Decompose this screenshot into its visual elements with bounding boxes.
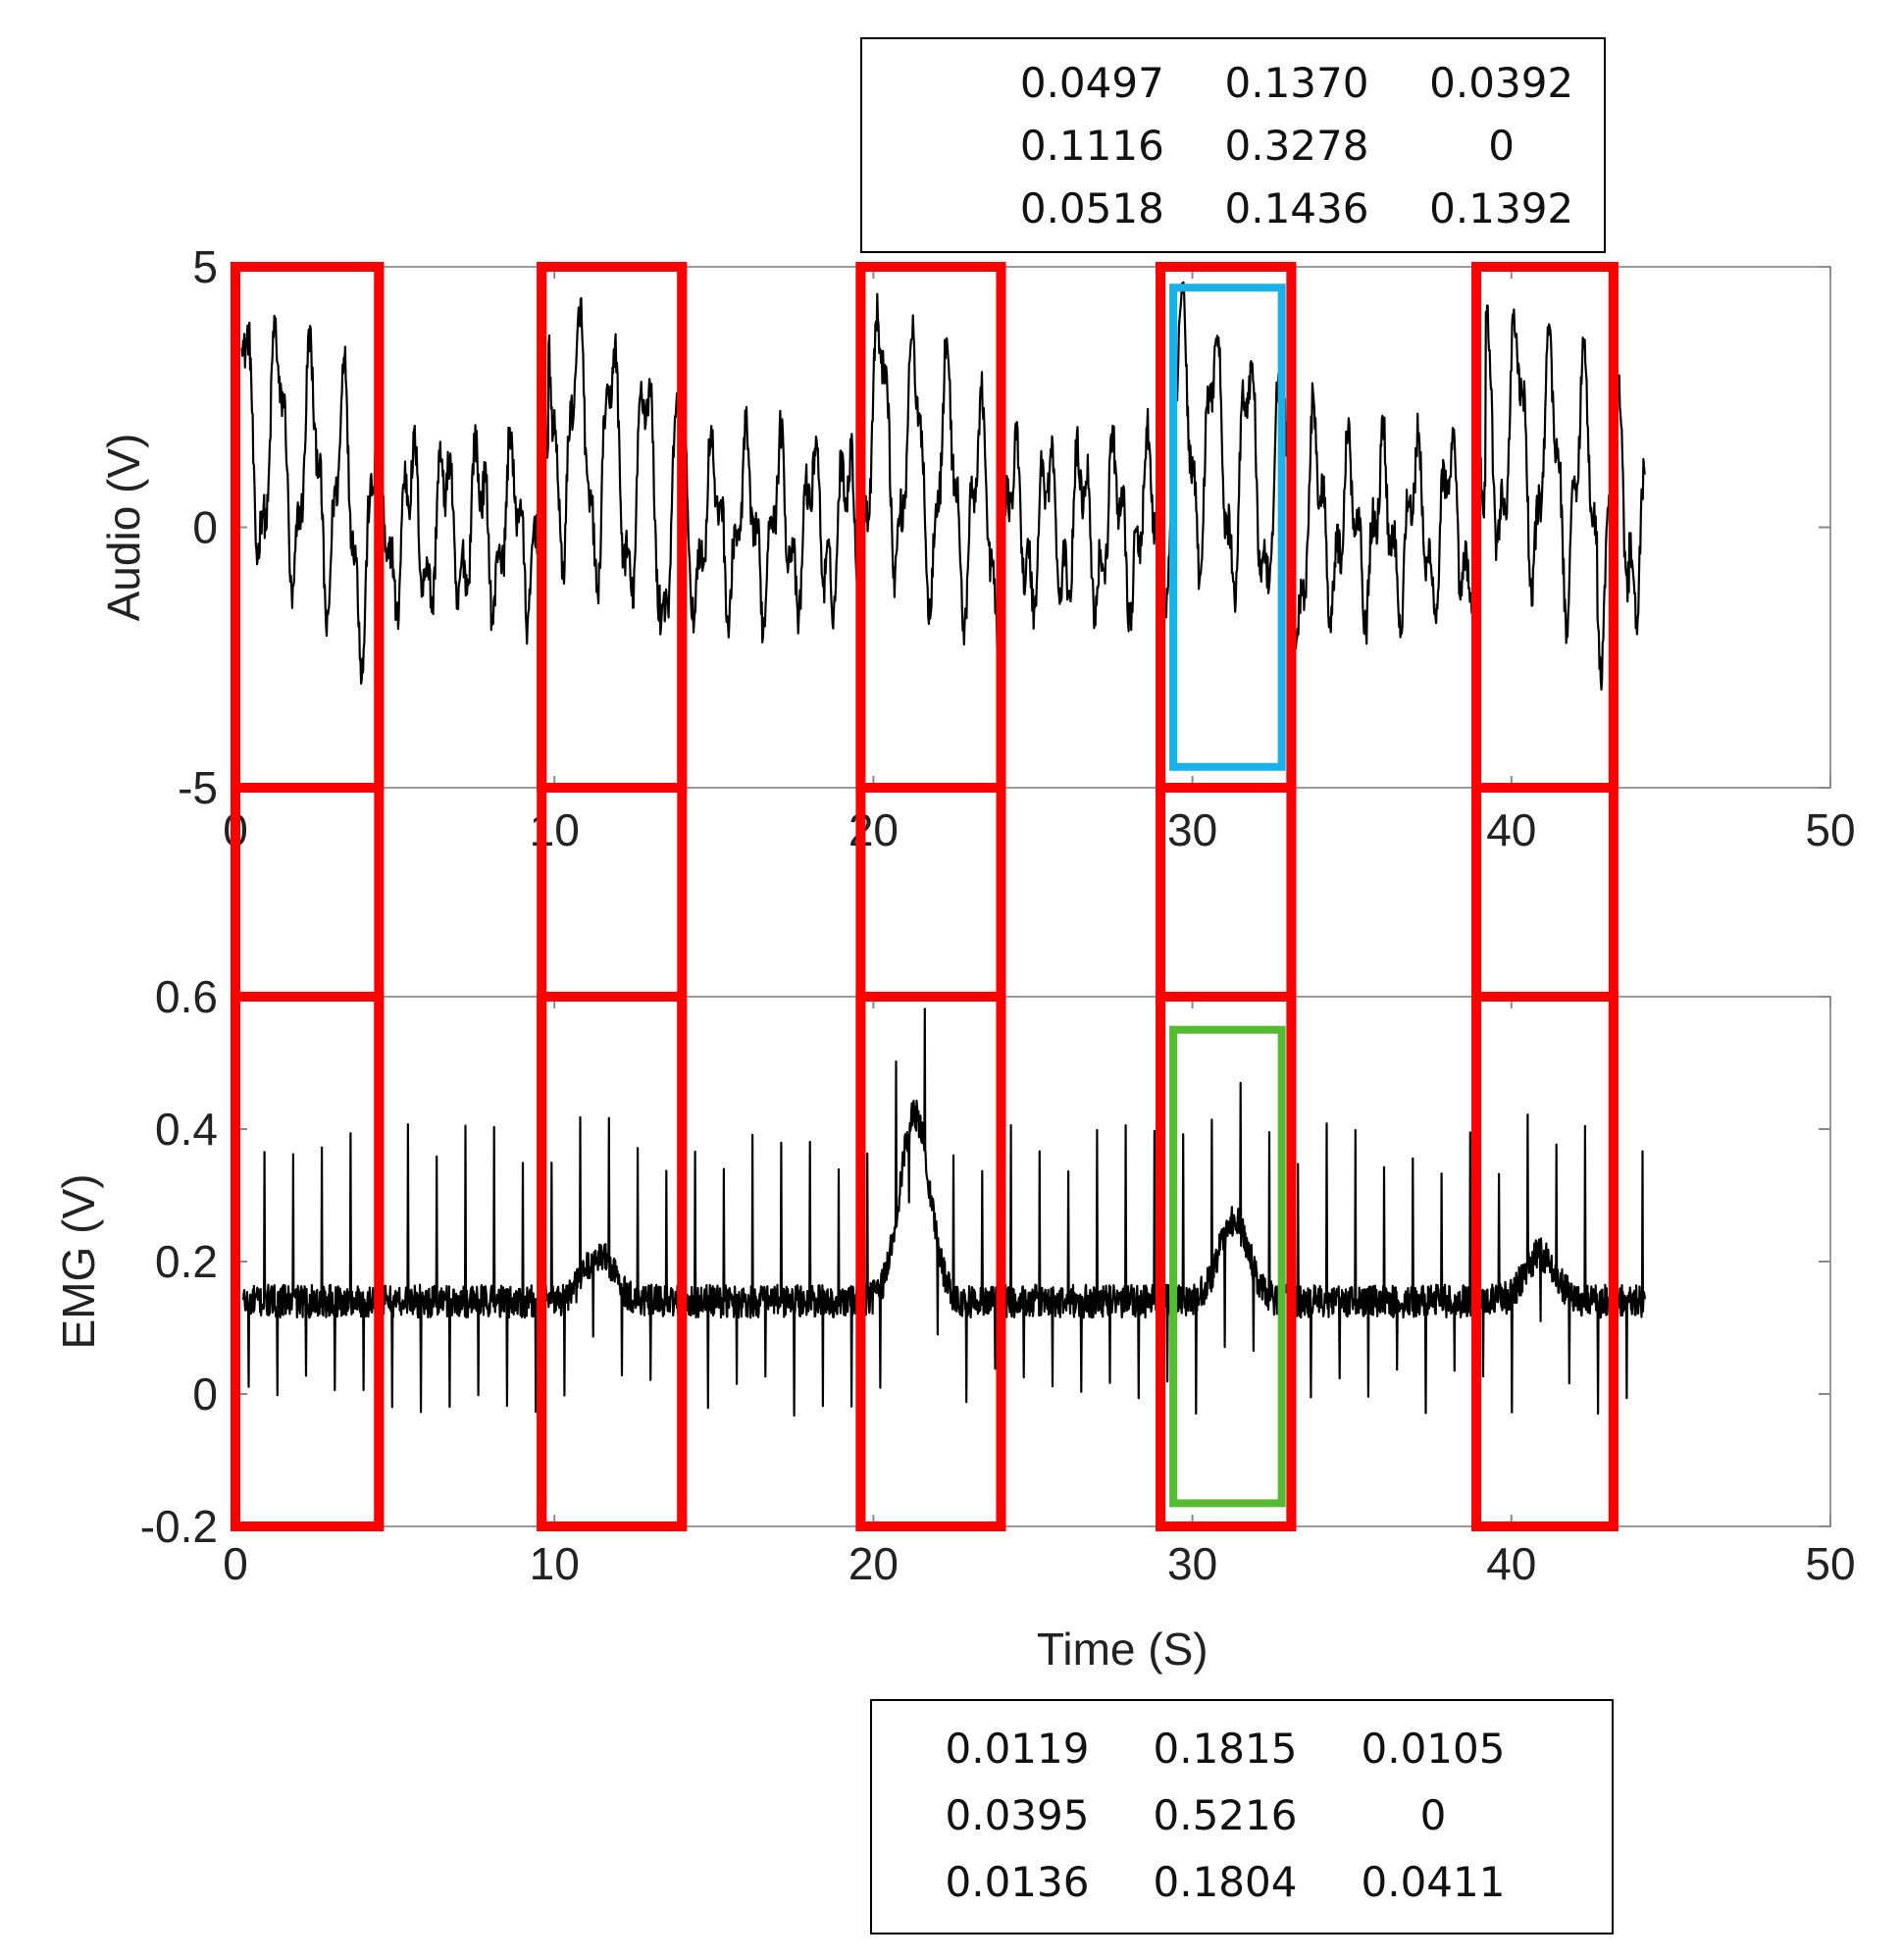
x-tick-label: 20 xyxy=(848,1538,899,1589)
audio-series-line xyxy=(240,281,1646,692)
segment-window-span xyxy=(1471,262,1619,1531)
y-tick-label: -0.2 xyxy=(140,1501,218,1552)
matrix-cell: 0.1815 xyxy=(1153,1724,1298,1773)
matrix-row: 0.0518 0.1436 0.1392 xyxy=(990,177,1604,239)
matrix-row: 0.0395 0.5216 0 xyxy=(913,1781,1537,1848)
x-tick-label: 50 xyxy=(1805,1538,1855,1589)
x-axis-label: Time (S) xyxy=(1037,1624,1208,1675)
x-tick-label: 40 xyxy=(1486,1538,1536,1589)
bottom-matrix-table: 0.0119 0.1815 0.0105 0.0395 0.5216 0 0.0… xyxy=(913,1715,1537,1915)
segment-window-span xyxy=(1156,262,1297,1531)
y-tick-label: 0 xyxy=(192,1368,218,1419)
y-tick-label: 5 xyxy=(192,241,218,292)
x-tick-label: 30 xyxy=(1167,1538,1217,1589)
y-tick-label: 0 xyxy=(192,502,218,553)
axes-frame xyxy=(234,996,1831,1527)
segment-window-span xyxy=(537,262,688,1531)
segment-window-span xyxy=(231,262,385,1531)
x-tick-label: 50 xyxy=(1805,804,1855,855)
x-tick-label: 40 xyxy=(1486,804,1536,855)
matrix-cell: 0.0518 xyxy=(1019,183,1164,232)
matrix-row: 0.0119 0.1815 0.0105 xyxy=(913,1715,1537,1781)
x-tick-label: 10 xyxy=(530,1538,580,1589)
y-tick-label: -5 xyxy=(178,762,218,813)
selected-window xyxy=(1169,1025,1286,1508)
matrix-cell: 0 xyxy=(1488,121,1516,170)
y-tick-label: 0.4 xyxy=(155,1104,218,1155)
y-tick-label: 0.6 xyxy=(155,971,218,1022)
x-tick-label: 0 xyxy=(223,1538,248,1589)
matrix-row: 0.1116 0.3278 0 xyxy=(990,114,1604,177)
matrix-cell: 0.0497 xyxy=(1019,58,1164,107)
matrix-cell: 0.0395 xyxy=(945,1790,1090,1839)
matrix-cell: 0.0411 xyxy=(1361,1857,1506,1906)
selected-window xyxy=(1169,284,1286,771)
matrix-cell: 0.0392 xyxy=(1429,58,1574,107)
emg-series-line xyxy=(242,1007,1646,1418)
y-axis-label: Audio (V) xyxy=(98,434,149,622)
matrix-row: 0.0497 0.1370 0.0392 xyxy=(990,51,1604,114)
matrix-cell: 0.3278 xyxy=(1224,121,1369,170)
matrix-cell: 0 xyxy=(1419,1790,1447,1839)
y-axis-label: EMG (V) xyxy=(53,1174,104,1350)
matrix-cell: 0.0136 xyxy=(945,1857,1090,1906)
matrix-cell: 0.0119 xyxy=(945,1724,1090,1773)
top-matrix-table: 0.0497 0.1370 0.0392 0.1116 0.3278 0 0.0… xyxy=(990,51,1604,239)
matrix-cell: 0.1370 xyxy=(1224,58,1369,107)
matrix-row: 0.0136 0.1804 0.0411 xyxy=(913,1848,1537,1915)
matrix-cell: 0.1804 xyxy=(1153,1857,1298,1906)
axes-frame xyxy=(234,266,1831,789)
segment-window-span xyxy=(855,262,1006,1531)
y-tick-label: 0.2 xyxy=(155,1236,218,1287)
matrix-cell: 0.0105 xyxy=(1361,1724,1506,1773)
bottom-matrix-box: 0.0119 0.1815 0.0105 0.0395 0.5216 0 0.0… xyxy=(870,1699,1614,1934)
matrix-cell: 0.1392 xyxy=(1429,183,1574,232)
x-tick-label: 30 xyxy=(1167,804,1217,855)
top-matrix-box: 0.0497 0.1370 0.0392 0.1116 0.3278 0 0.0… xyxy=(860,37,1606,253)
matrix-cell: 0.1436 xyxy=(1224,183,1369,232)
matrix-cell: 0.1116 xyxy=(1019,121,1164,170)
matrix-cell: 0.5216 xyxy=(1153,1790,1298,1839)
